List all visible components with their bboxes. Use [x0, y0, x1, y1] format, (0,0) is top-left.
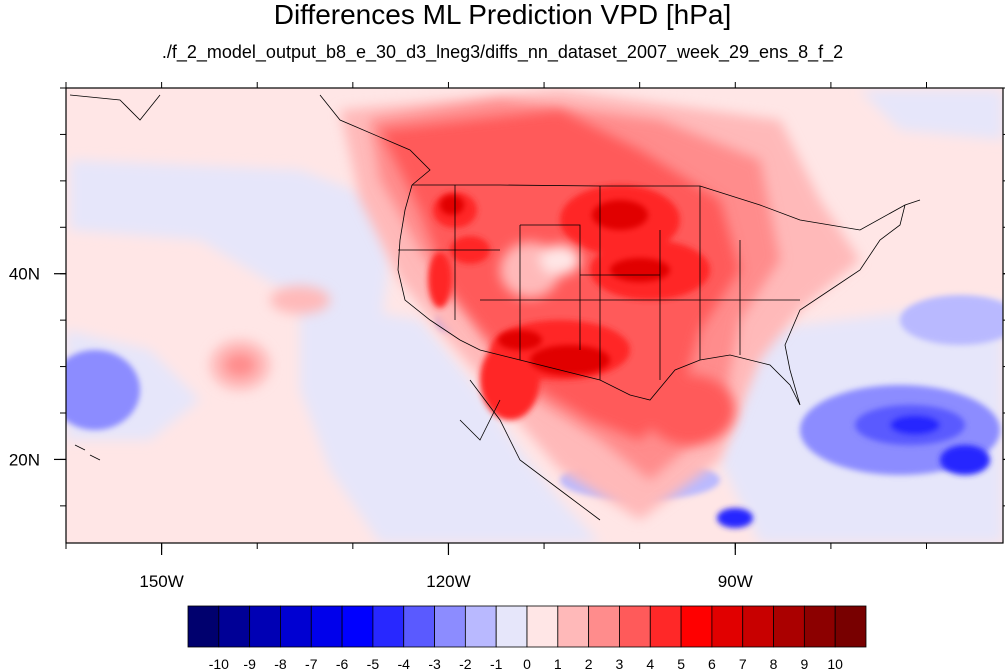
- colorbar-swatch: [310, 605, 343, 648]
- colorbar-swatch: [187, 605, 220, 648]
- colorbar-swatch: [619, 605, 651, 648]
- colorbar-swatch: [803, 605, 836, 648]
- colorbar-label: -6: [336, 656, 349, 672]
- map-border: [65, 87, 1004, 544]
- colorbar-swatch: [464, 605, 497, 648]
- boundary-lines: [69, 94, 921, 521]
- lon-tick-label: 120W: [426, 572, 470, 591]
- colorbar-swatch: [372, 605, 405, 648]
- colorbar-label: 5: [677, 656, 685, 672]
- lat-tick-label: 40N: [9, 265, 40, 284]
- colorbar-label: -4: [398, 656, 411, 672]
- colorbar-label: 9: [800, 656, 808, 672]
- colorbar-label: 0: [523, 656, 531, 672]
- map-axes: 150W 120W 90W 40N 20N: [9, 82, 1005, 591]
- lon-tick-label: 90W: [718, 572, 753, 591]
- map-title: Differences ML Prediction VPD [hPa]: [273, 0, 732, 30]
- colorbar-swatch: [434, 605, 466, 648]
- colorbar-label: -3: [428, 656, 441, 672]
- colorbar-label: -2: [459, 656, 472, 672]
- lon-tick-label: 150W: [139, 572, 183, 591]
- lat-tick-label: 20N: [9, 450, 40, 469]
- colorbar-swatch: [742, 605, 774, 648]
- colorbar-label: 6: [708, 656, 716, 672]
- colorbar-swatch: [341, 605, 374, 648]
- colorbar-label: -5: [367, 656, 380, 672]
- colorbar-swatch: [249, 605, 281, 648]
- colorbar-label: 7: [739, 656, 747, 672]
- colorbar-label: -9: [243, 656, 256, 672]
- colorbar-label: -10: [209, 656, 229, 672]
- colorbar-swatch: [526, 605, 559, 648]
- colorbar-swatch: [218, 605, 251, 648]
- colorbar-swatch: [557, 605, 590, 648]
- colorbar-label: -7: [305, 656, 318, 672]
- colorbar-label: 1: [554, 656, 562, 672]
- colorbar-label: -1: [490, 656, 503, 672]
- colorbar-swatch: [649, 605, 682, 648]
- colorbar-swatch: [680, 605, 713, 648]
- colorbar: -10 -9 -8 -7 -6 -5 -4 -3 -2 -1 0 1 2 3 4 5 6 7 8 9 10: [187, 605, 867, 672]
- colorbar-swatch: [495, 605, 528, 648]
- colorbar-swatch: [711, 605, 744, 648]
- colorbar-label: 10: [827, 656, 843, 672]
- interior-west-pale-area: [500, 242, 580, 298]
- colorbar-swatch: [280, 605, 312, 648]
- colorbar-label: 2: [585, 656, 593, 672]
- colorbar-label: -8: [274, 656, 287, 672]
- colorbar-label: 8: [770, 656, 778, 672]
- colorbar-swatch: [403, 605, 435, 648]
- colorbar-label: 4: [646, 656, 654, 672]
- colorbar-swatch: [834, 605, 867, 648]
- map-subtitle: ./f_2_model_output_b8_e_30_d3_lneg3/diff…: [161, 42, 844, 62]
- colorbar-label: 3: [616, 656, 624, 672]
- colorbar-swatch: [773, 605, 805, 648]
- colorbar-swatch: [588, 605, 620, 648]
- difference-field: [66, 88, 1003, 543]
